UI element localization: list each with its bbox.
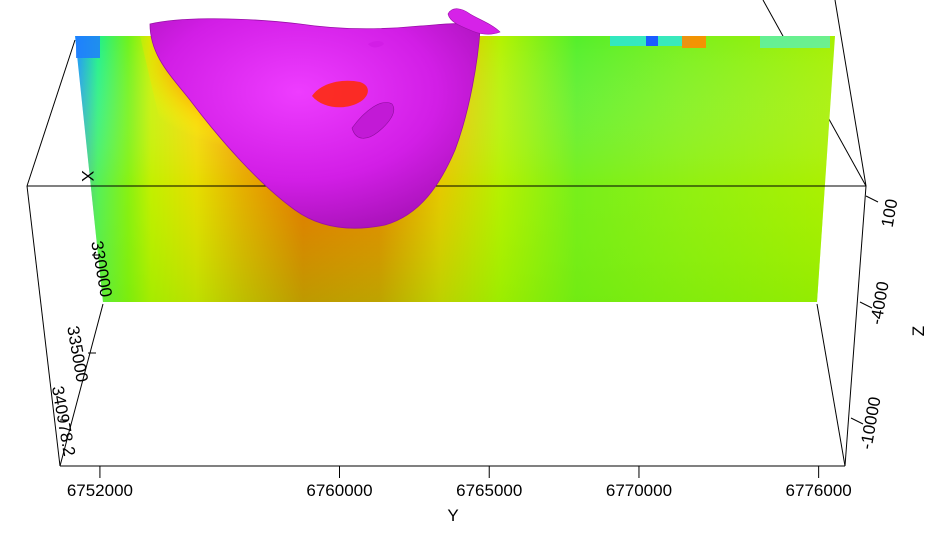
z-tick-label: 100 (878, 197, 902, 228)
box-edge-left (26, 185, 61, 467)
slice-blue-patch-left (76, 36, 100, 58)
y-tick-label: 6770000 (606, 481, 672, 500)
z-tick-mark (859, 301, 873, 309)
x-axis-title: X (78, 170, 97, 181)
isosurface-top-lobe (447, 8, 501, 35)
y-tick-label: 6760000 (306, 481, 372, 500)
y-axis-ticks: 6752000 6760000 6765000 6770000 6776000 (67, 466, 852, 500)
isosurface-body (149, 18, 481, 229)
box-edge-bottom-back-left (59, 303, 104, 467)
box-edge-right (844, 185, 867, 467)
slice-cyan-right (760, 36, 830, 48)
z-tick-label: -4000 (866, 280, 892, 326)
isosurface-fragment (368, 41, 384, 48)
box-edge-right-top (834, 0, 867, 187)
isosurface (149, 8, 501, 229)
isosurface-arm (351, 102, 395, 139)
y-axis-title: Y (447, 506, 458, 525)
box-edge-bottom-back-right (816, 303, 846, 467)
x-tick-label: 335000 (63, 324, 92, 383)
isosurface-cavity (312, 80, 368, 108)
z-axis-ticks: 100 -4000 -10000 (850, 195, 902, 451)
y-tick-label: 6776000 (786, 481, 852, 500)
x-tick-label: 340978.2 (48, 384, 79, 457)
z-axis-title: Z (909, 326, 928, 336)
z-tick-mark (850, 417, 864, 425)
slice-blue-patch-mid (646, 36, 658, 46)
z-tick-label: -10000 (857, 395, 885, 450)
z-tick-mark (865, 195, 879, 203)
y-tick-label: 6765000 (456, 481, 522, 500)
y-tick-label: 6752000 (67, 481, 133, 500)
slice-orange-patch (682, 36, 706, 48)
box-edge-top-left (26, 39, 76, 187)
